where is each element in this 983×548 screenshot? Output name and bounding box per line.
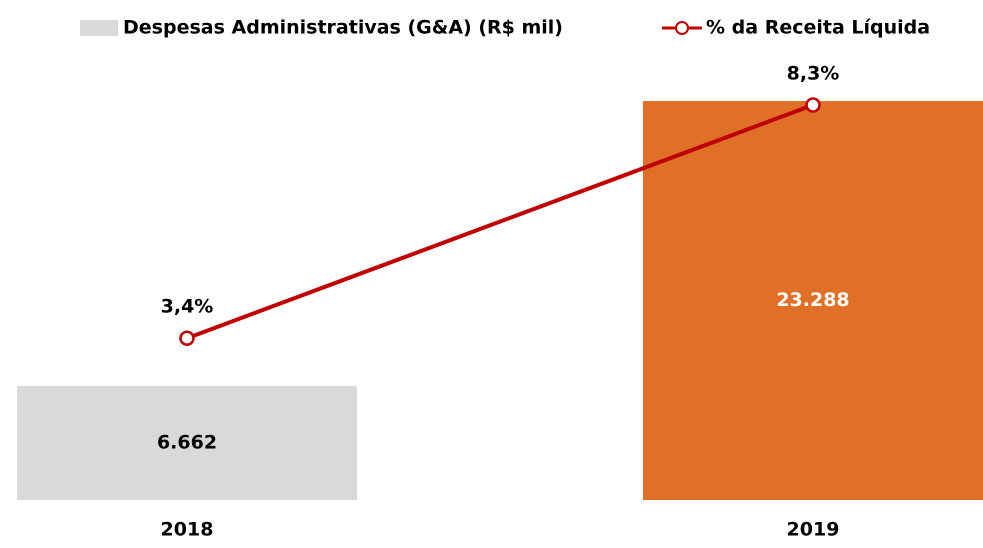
line-marker (805, 97, 821, 113)
x-tick-label: 2019 (787, 519, 840, 541)
line-value-label: 3,4% (161, 296, 214, 318)
legend-label: % da Receita Líquida (706, 17, 930, 39)
line-marker (179, 330, 195, 346)
legend-swatch (80, 20, 118, 36)
bar-value-label: 6.662 (157, 431, 217, 453)
line (186, 103, 814, 341)
legend-label: Despesas Administrativas (G&A) (R$ mil) (123, 17, 563, 39)
bar (643, 101, 983, 501)
line-value-label: 8,3% (787, 63, 840, 85)
x-tick-label: 2018 (161, 519, 214, 541)
bar (17, 385, 357, 500)
legend-marker (675, 21, 689, 35)
bar-value-label: 23.288 (776, 289, 849, 311)
